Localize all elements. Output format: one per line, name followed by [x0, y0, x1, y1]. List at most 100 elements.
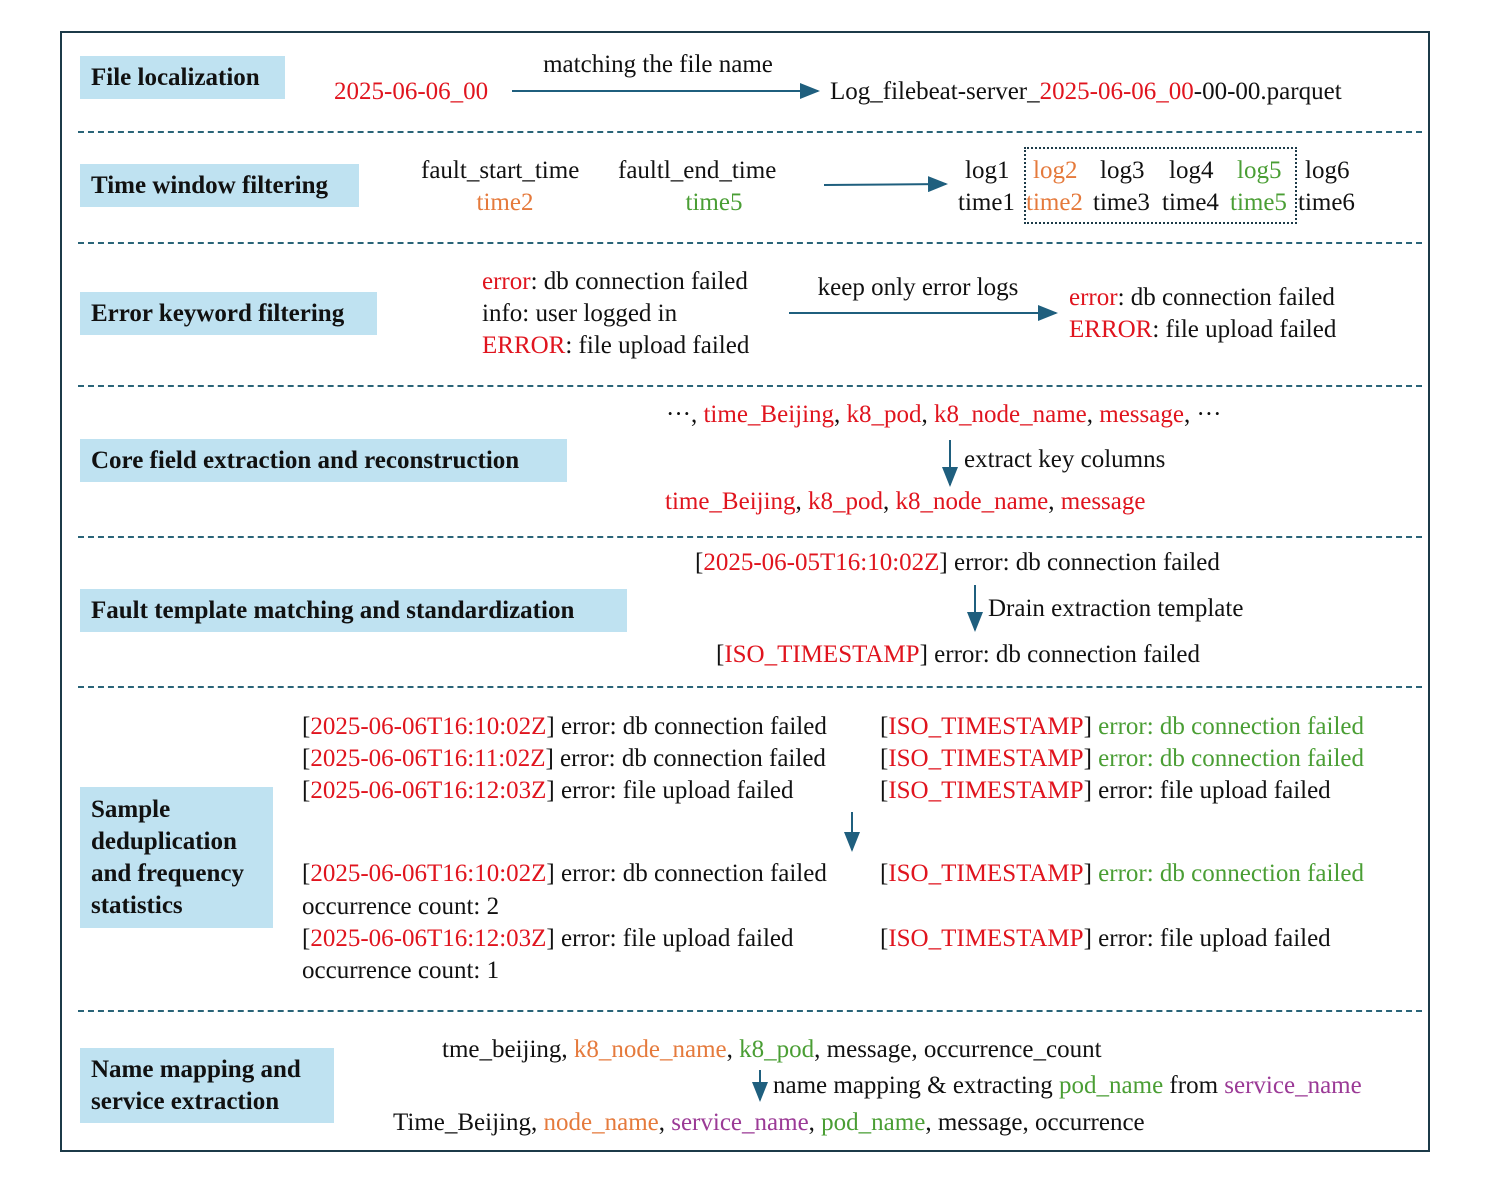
text-line: [2025-06-05T16:10:02Z] error: db connect… [695, 548, 1220, 578]
text-segment: [ [302, 777, 311, 804]
text-line: ERROR: file upload failed [482, 331, 749, 361]
text-segment: ] error: db connection failed [919, 641, 1201, 668]
text-line: [2025-06-06T16:12:03Z] error: file uploa… [302, 924, 794, 954]
text-segment: error: db connection failed [1098, 860, 1365, 887]
text-segment: service_name [671, 1109, 809, 1136]
text-line: fault_start_time [421, 156, 579, 186]
text-segment: error [1069, 284, 1118, 311]
text-segment: ISO_TIMESTAMP [724, 641, 920, 668]
text-segment: k8_pod [846, 401, 922, 428]
text-line: time6 [1298, 188, 1355, 218]
text-segment: k8_node_name [934, 401, 1087, 428]
text-segment: time3 [1093, 189, 1150, 216]
text-segment: fault_start_time [421, 157, 580, 184]
text-segment: k8_node_name [573, 1036, 727, 1063]
step-label: Core field extraction and reconstruction [80, 439, 567, 482]
text-line: [ISO_TIMESTAMP] error: file upload faile… [880, 776, 1331, 806]
text-segment: ] error: db connection failed [546, 860, 827, 887]
text-segment: ] [1083, 745, 1099, 772]
text-line: extract key columns [964, 445, 1165, 475]
text-segment: Log_filebeat-server_ [830, 78, 1040, 105]
text-segment: k8_node_name [895, 488, 1049, 515]
text-segment: [ [302, 745, 311, 772]
text-segment: service_name [1224, 1072, 1362, 1099]
text-line: time1 [958, 188, 1015, 218]
text-segment: log2 [1033, 157, 1078, 184]
text-segment: faultl_end_time [618, 157, 777, 184]
text-segment: ERROR [482, 332, 566, 359]
text-segment: , ··· [1183, 401, 1222, 428]
text-line: [ISO_TIMESTAMP] error: db connection fai… [880, 859, 1364, 889]
text-line: info: user logged in [482, 299, 677, 329]
text-segment: ] error: db connection failed [546, 713, 827, 740]
text-line: Time_Beijing, node_name, service_name, p… [393, 1108, 1145, 1138]
text-line: error: db connection failed [482, 267, 748, 297]
text-line: [2025-06-06T16:10:02Z] error: db connect… [302, 712, 827, 742]
text-segment: time5 [685, 189, 743, 216]
text-segment: ] error: file upload failed [1083, 777, 1331, 804]
text-segment: time2 [1026, 189, 1083, 216]
text-segment: ISO_TIMESTAMP [888, 713, 1084, 740]
step-label-text: Time window filtering [91, 172, 329, 199]
text-segment: ISO_TIMESTAMP [888, 860, 1084, 887]
text-segment: log1 [965, 157, 1010, 184]
text-segment: ISO_TIMESTAMP [888, 745, 1084, 772]
text-segment: 2025-06-06T16:12:03Z [310, 777, 547, 804]
text-line: [2025-06-06T16:10:02Z] error: db connect… [302, 859, 827, 889]
text-segment: Drain extraction template [988, 595, 1244, 622]
text-segment: [ [695, 549, 704, 576]
text-line: ERROR: file upload failed [1069, 315, 1336, 345]
text-segment: [ [302, 713, 311, 740]
step-label: Error keyword filtering [80, 292, 377, 335]
text-line: log2 [1033, 156, 1077, 186]
text-line: time5 [686, 188, 743, 218]
text-segment: info: user logged in [482, 300, 678, 327]
text-segment: log5 [1237, 157, 1282, 184]
text-segment: -00-00.parquet [1193, 78, 1342, 105]
text-line: log5 [1237, 156, 1281, 186]
step-label-text: Error keyword filtering [91, 300, 345, 327]
text-segment: error: db connection failed [1098, 713, 1365, 740]
text-segment: time1 [958, 189, 1015, 216]
text-line: occurrence count: 1 [302, 956, 499, 986]
text-line: Log_filebeat-server_2025-06-06_00-00-00.… [830, 77, 1342, 107]
text-segment: log3 [1100, 157, 1145, 184]
step-label: Time window filtering [80, 164, 359, 207]
text-segment: 2025-06-06T16:10:02Z [310, 860, 547, 887]
text-line: name mapping & extracting pod_name from … [773, 1071, 1362, 1101]
text-line: error: db connection failed [1069, 283, 1335, 313]
text-line: Drain extraction template [988, 594, 1243, 624]
text-segment: [ [880, 860, 889, 887]
text-segment: error: db connection failed [1098, 745, 1365, 772]
text-segment: , [834, 401, 847, 428]
text-segment: ···, [666, 401, 704, 428]
time-window-box [1024, 147, 1297, 224]
step-label-text: Core field extraction and reconstruction [91, 447, 520, 474]
text-segment: [ [302, 925, 311, 952]
text-line: matching the file name [543, 50, 773, 80]
step-label-text: File localization [91, 64, 260, 91]
diagram-frame [60, 31, 1430, 1152]
text-segment: time5 [1230, 189, 1287, 216]
text-segment: 2025-06-05T16:10:02Z [703, 549, 940, 576]
text-line: [ISO_TIMESTAMP] error: file upload faile… [880, 924, 1331, 954]
text-segment: ] [1083, 860, 1099, 887]
text-line: time4 [1162, 188, 1219, 218]
text-line: [2025-06-06T16:12:03Z] error: file uploa… [302, 776, 794, 806]
text-segment: time6 [1298, 189, 1355, 216]
text-segment: [ [302, 860, 311, 887]
step-label-text: Fault template matching and standardizat… [91, 597, 575, 624]
text-line: time2 [477, 188, 534, 218]
text-segment: , message, occurrence_count [814, 1036, 1102, 1063]
text-segment: ] [1083, 713, 1099, 740]
text-segment: , [726, 1036, 740, 1063]
text-segment: ] error: file upload failed [546, 925, 794, 952]
step-label-text: Name mapping and service extraction [91, 1055, 301, 1115]
text-segment: error [482, 268, 531, 295]
text-line: log4 [1169, 156, 1213, 186]
step-label: Fault template matching and standardizat… [80, 589, 627, 632]
text-line: keep only error logs [818, 273, 1019, 303]
text-segment: time_Beijing [703, 401, 835, 428]
text-line: log1 [965, 156, 1009, 186]
text-segment: ISO_TIMESTAMP [888, 777, 1084, 804]
